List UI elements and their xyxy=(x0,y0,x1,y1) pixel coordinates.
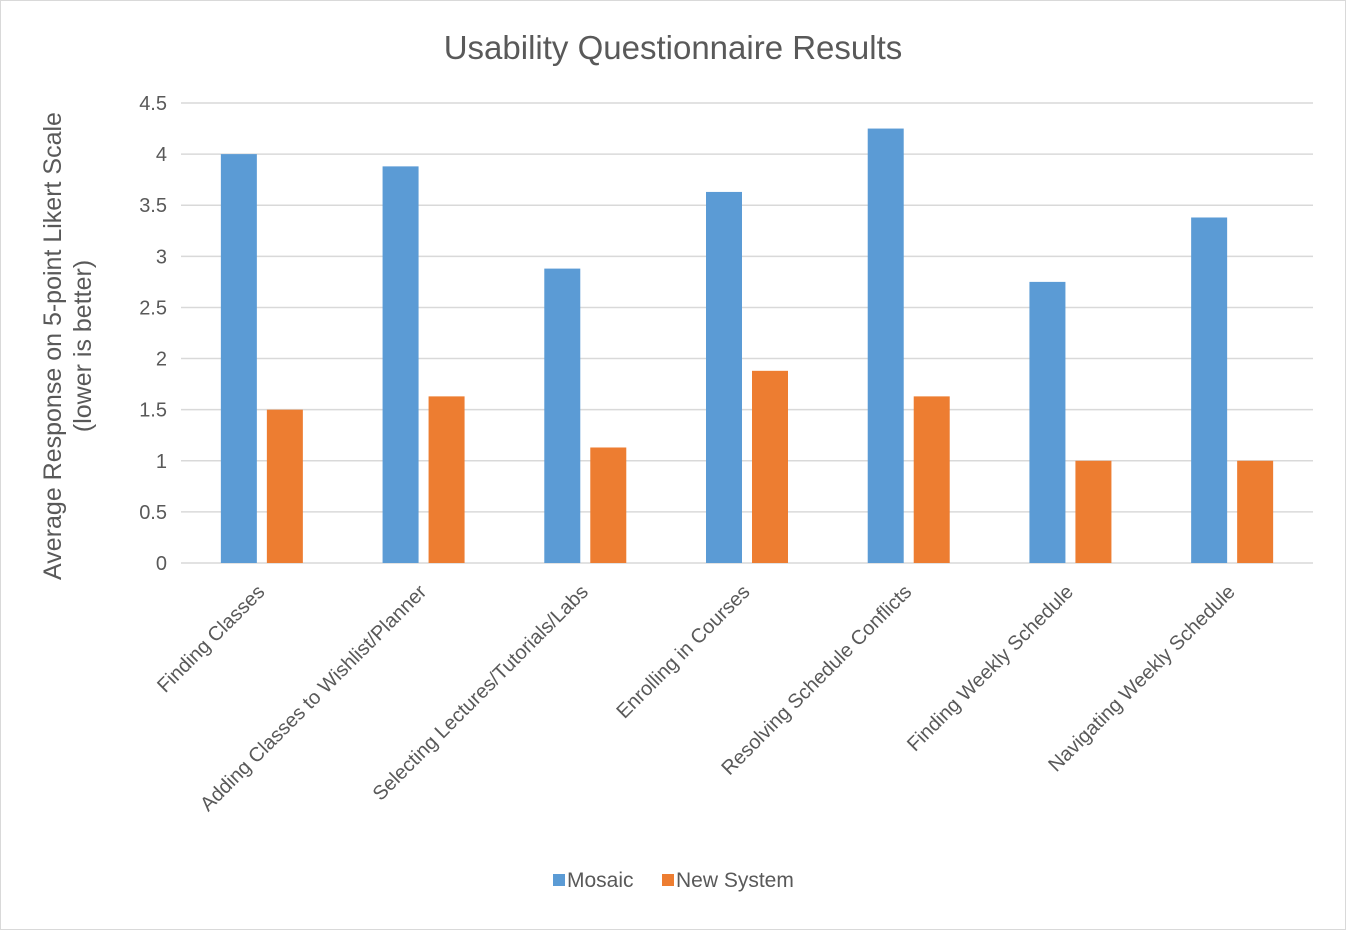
legend: Mosaic New System xyxy=(553,869,794,892)
legend-label: New System xyxy=(676,869,794,892)
y-tick-label: 2.5 xyxy=(139,297,167,319)
bar-mosaic xyxy=(382,166,419,563)
x-tick-label: Navigating Weekly Schedule xyxy=(1044,581,1239,776)
legend-swatch xyxy=(553,874,565,886)
bar-new-system xyxy=(913,396,950,563)
gridlines xyxy=(181,102,1313,564)
bars xyxy=(220,128,1274,564)
bar-mosaic xyxy=(544,268,581,563)
bar-new-system xyxy=(1075,460,1112,563)
y-tick-label: 1 xyxy=(156,451,167,473)
bar-new-system xyxy=(752,370,788,563)
y-tick-label: 4 xyxy=(156,144,167,166)
y-tick-label: 2 xyxy=(156,349,167,371)
svg-text:Average Response on 5-point Li: Average Response on 5-point Likert Scale… xyxy=(39,112,97,580)
y-tick-label: 0 xyxy=(156,553,167,575)
y-tick-label: 1.5 xyxy=(139,400,167,422)
bar-new-system xyxy=(1237,460,1274,563)
y-axis-title-line: Average Response on 5-point Likert Scale xyxy=(39,112,67,580)
legend-swatch xyxy=(662,874,674,886)
x-tick-label: Finding Weekly Schedule xyxy=(903,581,1078,756)
y-tick-label: 0.5 xyxy=(139,502,167,524)
y-axis-ticks: 0 0.5 1 1.5 2 2.5 3 3.5 4 4.5 xyxy=(139,93,167,575)
bar-mosaic xyxy=(867,128,904,564)
y-axis-title: Average Response on 5-point Likert Scale… xyxy=(39,112,97,580)
y-tick-label: 3 xyxy=(156,246,167,268)
x-tick-label: Resolving Schedule Conflicts xyxy=(718,581,917,780)
bar-new-system xyxy=(266,409,303,563)
y-tick-label: 4.5 xyxy=(139,93,167,115)
bar-mosaic xyxy=(1029,281,1066,563)
chart-title: Usability Questionnaire Results xyxy=(444,29,903,66)
legend-label: Mosaic xyxy=(567,869,634,892)
x-tick-label: Finding Classes xyxy=(153,581,269,697)
bar-mosaic xyxy=(1191,217,1228,563)
bar-new-system xyxy=(428,396,465,563)
y-tick-label: 3.5 xyxy=(139,195,167,217)
bar-new-system xyxy=(590,447,627,563)
x-tick-label: Enrolling in Courses xyxy=(612,581,754,723)
y-axis-title-line: (lower is better) xyxy=(69,260,97,432)
bar-mosaic xyxy=(706,191,742,563)
bar-mosaic xyxy=(220,154,257,563)
